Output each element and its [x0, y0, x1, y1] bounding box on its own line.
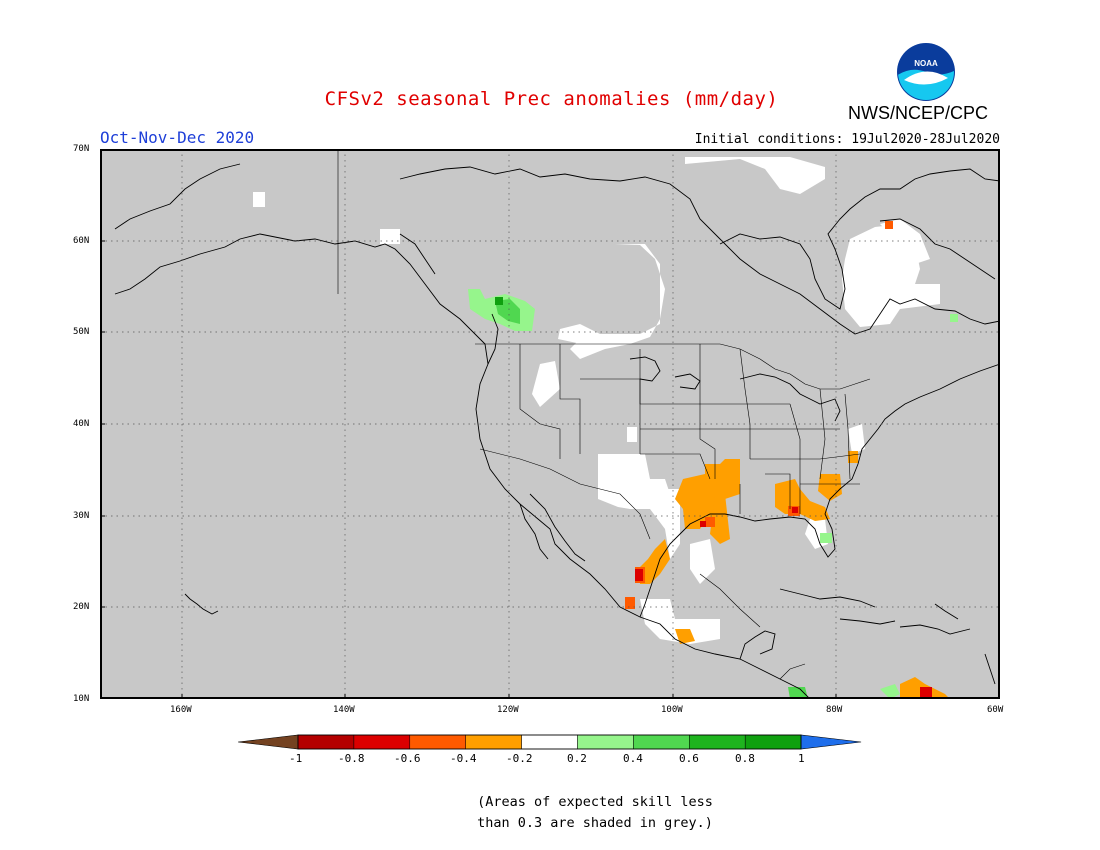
colorbar — [238, 734, 862, 750]
colorbar-cell — [409, 734, 466, 750]
coastlines — [114, 163, 1000, 699]
logo-text: NOAA — [914, 59, 938, 68]
colorbar-cell — [521, 734, 578, 750]
colorbar-label-1: 1 — [798, 752, 805, 765]
lon-label-60w: 60W — [987, 705, 1004, 715]
lat-label-10n: 10N — [73, 694, 90, 704]
lat-label-20n: 20N — [73, 602, 90, 612]
anomaly-map — [100, 149, 1000, 699]
noaa-logo: NOAA — [897, 43, 955, 101]
colorbar-cell — [633, 734, 690, 750]
colorbar-label-0.4: 0.4 — [623, 752, 643, 765]
lon-label-80w: 80W — [826, 705, 843, 715]
colorbar-label-0.2: 0.2 — [567, 752, 587, 765]
wet-anomaly-regions — [468, 289, 958, 699]
colorbar-label-neg0.8: -0.8 — [338, 752, 365, 765]
lat-label-70n: 70N — [73, 144, 90, 154]
colorbar-cell — [689, 734, 746, 750]
lon-label-160w: 160W — [170, 705, 192, 715]
lon-label-140w: 140W — [333, 705, 355, 715]
colorbar-cell — [577, 734, 634, 750]
near-normal-regions — [253, 157, 940, 644]
colorbar-label-neg0.6: -0.6 — [394, 752, 421, 765]
lat-label-50n: 50N — [73, 327, 90, 337]
lon-label-100w: 100W — [661, 705, 683, 715]
map-title: CFSv2 seasonal Prec anomalies (mm/day) — [324, 88, 779, 110]
skill-note-line2: than 0.3 are shaded in grey.) — [477, 815, 713, 831]
colorbar-label-0.8: 0.8 — [735, 752, 755, 765]
skill-note-line1: (Areas of expected skill less — [477, 794, 713, 810]
lat-label-60n: 60N — [73, 236, 90, 246]
colorbar-label-neg0.4: -0.4 — [450, 752, 477, 765]
lon-label-120w: 120W — [497, 705, 519, 715]
lat-label-40n: 40N — [73, 419, 90, 429]
graticule — [100, 149, 1000, 699]
colorbar-cell — [744, 734, 802, 750]
colorbar-label-neg0.2: -0.2 — [506, 752, 533, 765]
colorbar-cell — [353, 734, 411, 750]
lat-label-30n: 30N — [73, 511, 90, 521]
initial-conditions-label: Initial conditions: 19Jul2020-28Jul2020 — [694, 132, 1000, 147]
colorbar-label-0.6: 0.6 — [679, 752, 699, 765]
skill-note: (Areas of expected skill less than 0.3 a… — [0, 792, 1100, 834]
season-label: Oct-Nov-Dec 2020 — [100, 128, 255, 147]
very-dry-regions — [635, 507, 932, 697]
colorbar-cells — [238, 734, 862, 750]
colorbar-cell — [465, 734, 522, 750]
colorbar-label-neg1: -1 — [289, 752, 303, 765]
organization-label: NWS/NCEP/CPC — [848, 103, 989, 123]
colorbar-cell — [297, 734, 355, 750]
colorbar-upper-extension — [800, 734, 862, 750]
map-frame — [100, 149, 1000, 699]
political-boundaries — [337, 149, 871, 680]
colorbar-lower-extension — [238, 734, 299, 750]
